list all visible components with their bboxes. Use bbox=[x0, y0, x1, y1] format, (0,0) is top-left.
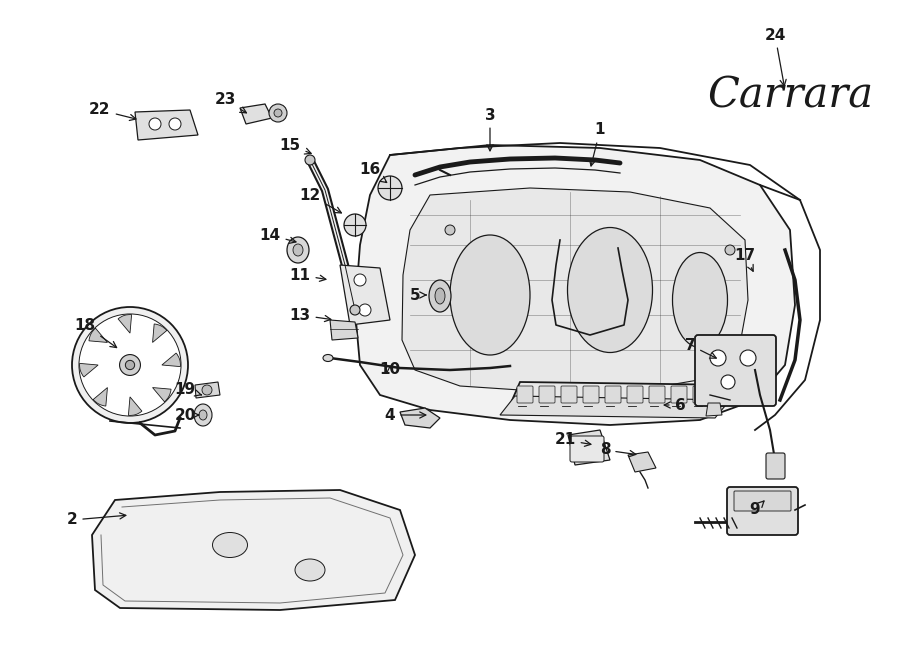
FancyBboxPatch shape bbox=[649, 386, 665, 403]
FancyBboxPatch shape bbox=[627, 386, 643, 403]
Circle shape bbox=[125, 360, 135, 369]
Ellipse shape bbox=[323, 354, 333, 362]
Text: 22: 22 bbox=[89, 102, 136, 120]
Text: 20: 20 bbox=[175, 407, 199, 422]
Wedge shape bbox=[129, 397, 142, 416]
Polygon shape bbox=[92, 490, 415, 610]
FancyBboxPatch shape bbox=[695, 335, 776, 406]
FancyBboxPatch shape bbox=[539, 386, 555, 403]
Circle shape bbox=[169, 118, 181, 130]
Text: 13: 13 bbox=[290, 307, 331, 323]
Ellipse shape bbox=[568, 227, 652, 352]
Polygon shape bbox=[402, 188, 748, 392]
FancyBboxPatch shape bbox=[715, 386, 731, 403]
Text: 11: 11 bbox=[290, 268, 326, 282]
Circle shape bbox=[202, 385, 212, 395]
Text: 23: 23 bbox=[214, 93, 247, 113]
Circle shape bbox=[740, 350, 756, 366]
Polygon shape bbox=[195, 382, 220, 398]
Ellipse shape bbox=[199, 410, 207, 420]
Circle shape bbox=[274, 109, 282, 117]
Text: 17: 17 bbox=[734, 247, 756, 271]
FancyBboxPatch shape bbox=[517, 386, 533, 403]
Circle shape bbox=[730, 345, 740, 355]
Text: 2: 2 bbox=[67, 512, 126, 527]
Polygon shape bbox=[400, 408, 440, 428]
Ellipse shape bbox=[293, 244, 303, 256]
Text: 8: 8 bbox=[599, 442, 636, 457]
Circle shape bbox=[269, 104, 287, 122]
Text: 1: 1 bbox=[590, 122, 605, 166]
Text: 7: 7 bbox=[685, 338, 716, 358]
Text: 16: 16 bbox=[359, 163, 387, 182]
Wedge shape bbox=[153, 387, 171, 402]
Ellipse shape bbox=[212, 533, 248, 557]
Ellipse shape bbox=[435, 288, 445, 304]
Polygon shape bbox=[706, 403, 722, 416]
Text: Carrara: Carrara bbox=[706, 74, 873, 116]
Polygon shape bbox=[135, 110, 198, 140]
Ellipse shape bbox=[429, 280, 451, 312]
Circle shape bbox=[350, 305, 360, 315]
Circle shape bbox=[378, 176, 402, 200]
Text: 19: 19 bbox=[175, 383, 202, 397]
Wedge shape bbox=[153, 324, 166, 342]
Circle shape bbox=[79, 314, 181, 416]
Polygon shape bbox=[628, 452, 656, 472]
Circle shape bbox=[72, 307, 188, 423]
Polygon shape bbox=[500, 396, 730, 418]
Text: 21: 21 bbox=[554, 432, 591, 447]
Ellipse shape bbox=[450, 235, 530, 355]
Polygon shape bbox=[510, 382, 740, 405]
Wedge shape bbox=[94, 387, 107, 406]
Ellipse shape bbox=[295, 559, 325, 581]
Circle shape bbox=[344, 214, 366, 236]
Circle shape bbox=[305, 155, 315, 165]
Text: 12: 12 bbox=[300, 188, 341, 213]
Circle shape bbox=[445, 225, 455, 235]
Wedge shape bbox=[89, 329, 107, 342]
FancyBboxPatch shape bbox=[693, 386, 709, 403]
Wedge shape bbox=[118, 315, 131, 333]
Text: 10: 10 bbox=[380, 362, 400, 377]
Polygon shape bbox=[330, 320, 358, 340]
FancyBboxPatch shape bbox=[734, 491, 791, 511]
Text: 3: 3 bbox=[485, 108, 495, 151]
Ellipse shape bbox=[194, 404, 212, 426]
Circle shape bbox=[149, 118, 161, 130]
Text: 14: 14 bbox=[259, 227, 296, 243]
Polygon shape bbox=[340, 265, 390, 325]
Circle shape bbox=[721, 375, 735, 389]
Text: 4: 4 bbox=[384, 407, 426, 422]
Circle shape bbox=[710, 350, 726, 366]
Text: 18: 18 bbox=[75, 317, 117, 348]
Ellipse shape bbox=[287, 237, 309, 263]
FancyBboxPatch shape bbox=[583, 386, 599, 403]
Polygon shape bbox=[240, 104, 272, 124]
Wedge shape bbox=[79, 364, 98, 377]
Polygon shape bbox=[568, 430, 610, 465]
FancyBboxPatch shape bbox=[605, 386, 621, 403]
Text: 15: 15 bbox=[279, 137, 311, 154]
Text: 5: 5 bbox=[410, 288, 427, 303]
Text: 6: 6 bbox=[664, 397, 686, 412]
Circle shape bbox=[354, 274, 366, 286]
Wedge shape bbox=[162, 353, 181, 367]
Text: 24: 24 bbox=[764, 28, 787, 86]
Ellipse shape bbox=[672, 253, 727, 348]
Polygon shape bbox=[355, 145, 795, 425]
FancyBboxPatch shape bbox=[561, 386, 577, 403]
Circle shape bbox=[359, 304, 371, 316]
FancyBboxPatch shape bbox=[766, 453, 785, 479]
FancyBboxPatch shape bbox=[671, 386, 687, 403]
FancyBboxPatch shape bbox=[727, 487, 798, 535]
Circle shape bbox=[725, 245, 735, 255]
Circle shape bbox=[120, 354, 140, 375]
FancyBboxPatch shape bbox=[570, 436, 604, 462]
Text: 9: 9 bbox=[750, 501, 764, 518]
